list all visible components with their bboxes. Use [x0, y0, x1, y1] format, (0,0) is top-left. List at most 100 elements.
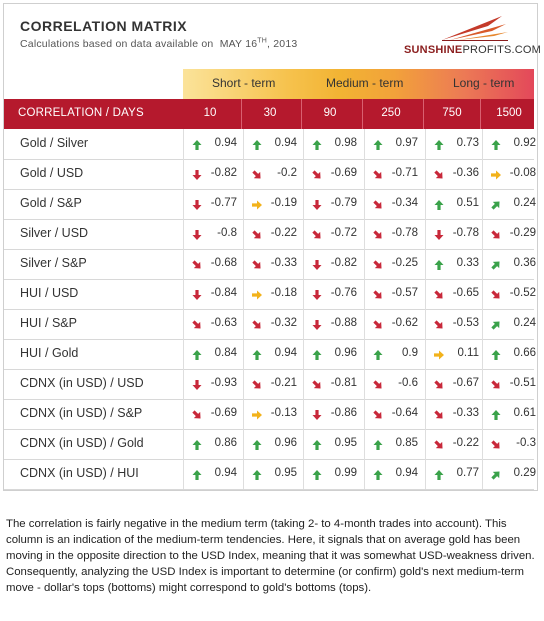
- cell-divider: [243, 369, 244, 399]
- arrow-down-right-icon: [191, 318, 203, 330]
- arrow-down-icon: [191, 288, 203, 300]
- correlation-value: -0.69: [330, 167, 357, 179]
- correlation-cell: -0.93: [185, 369, 243, 399]
- correlation-value: -0.6: [398, 377, 418, 389]
- table-row: CDNX (in USD) / USD -0.93 -0.21 -0.81 -0.6 -0…: [4, 369, 536, 400]
- cell-divider: [243, 129, 244, 159]
- correlation-cell: 0.33: [427, 249, 485, 279]
- table-row: Silver / S&P -0.68 -0.33 -0.82 -0.25 0.33 0.36: [4, 249, 536, 280]
- correlation-value: -0.81: [330, 377, 357, 389]
- arrow-down-right-icon: [372, 258, 384, 270]
- correlation-value: 0.66: [513, 347, 536, 359]
- table-row: CDNX (in USD) / Gold 0.86 0.96 0.95 0.85 -0.2…: [4, 429, 536, 460]
- correlation-value: -0.84: [210, 287, 237, 299]
- cell-divider: [425, 249, 426, 279]
- arrow-down-icon: [191, 228, 203, 240]
- correlation-cell: -0.68: [185, 249, 243, 279]
- sun-rays-icon: [442, 16, 508, 41]
- correlation-cell: 0.84: [185, 339, 243, 369]
- correlation-value: -0.36: [452, 167, 479, 179]
- correlation-value: -0.78: [391, 227, 418, 239]
- arrow-up-icon: [191, 438, 203, 450]
- correlation-cell: 0.98: [305, 129, 363, 159]
- correlation-cell: -0.18: [245, 279, 303, 309]
- cell-divider: [364, 129, 365, 159]
- correlation-value: -0.69: [210, 407, 237, 419]
- arrow-down-icon: [191, 378, 203, 390]
- correlation-value: -0.29: [509, 227, 536, 239]
- column-header-1500: 1500: [496, 107, 522, 119]
- sunshine-profits-logo[interactable]: SUNSHINEPROFITS.COM: [402, 10, 541, 60]
- arrow-down-right-icon: [251, 228, 263, 240]
- row-label: Gold / USD: [20, 166, 84, 180]
- cell-divider: [183, 309, 184, 339]
- arrow-up-icon: [311, 138, 323, 150]
- column-header-750: 750: [442, 107, 462, 119]
- cell-divider: [425, 129, 426, 159]
- arrow-down-right-icon: [433, 438, 445, 450]
- arrow-up-icon: [490, 348, 502, 360]
- row-label: Silver / S&P: [20, 256, 87, 270]
- correlation-value: 0.24: [513, 317, 536, 329]
- table-row: CDNX (in USD) / S&P -0.69 -0.13 -0.86 -0.64 -…: [4, 399, 536, 430]
- correlation-value: -0.67: [452, 377, 479, 389]
- arrow-down-right-icon: [311, 168, 323, 180]
- cell-divider: [482, 189, 483, 219]
- correlation-value: -0.18: [270, 287, 297, 299]
- correlation-value: -0.71: [391, 167, 418, 179]
- cell-divider: [303, 339, 304, 369]
- correlation-value: -0.33: [270, 257, 297, 269]
- cell-divider: [425, 219, 426, 249]
- correlation-value: -0.3: [516, 437, 536, 449]
- arrow-right-icon: [251, 408, 263, 420]
- arrow-up-icon: [372, 438, 384, 450]
- arrow-up-icon: [433, 258, 445, 270]
- correlation-value: 0.97: [395, 137, 418, 149]
- correlation-cell: 0.96: [245, 429, 303, 459]
- correlation-cell: -0.57: [366, 279, 424, 309]
- correlation-cell: -0.22: [245, 219, 303, 249]
- cell-divider: [183, 429, 184, 459]
- arrow-up-icon: [251, 138, 263, 150]
- correlation-cell: 0.66: [484, 339, 542, 369]
- arrow-up-right-icon: [490, 258, 502, 270]
- arrow-down-right-icon: [490, 438, 502, 450]
- arrow-up-right-icon: [490, 468, 502, 480]
- logo-text: SUNSHINEPROFITS.COM: [404, 44, 541, 56]
- cell-divider: [364, 399, 365, 429]
- arrow-down-icon: [311, 198, 323, 210]
- correlation-value: 0.85: [395, 437, 418, 449]
- correlation-value: 0.61: [513, 407, 536, 419]
- correlation-cell: 0.92: [484, 129, 542, 159]
- arrow-up-icon: [311, 468, 323, 480]
- correlation-cell: 0.24: [484, 189, 542, 219]
- cell-divider: [425, 459, 426, 489]
- correlation-value: -0.77: [210, 197, 237, 209]
- correlation-cell: -0.81: [305, 369, 363, 399]
- row-label: CDNX (in USD) / HUI: [20, 466, 139, 480]
- arrow-down-right-icon: [372, 168, 384, 180]
- arrow-up-icon: [251, 438, 263, 450]
- correlation-value: 0.94: [274, 137, 297, 149]
- cell-divider: [425, 189, 426, 219]
- correlation-cell: -0.25: [366, 249, 424, 279]
- correlation-value: -0.22: [452, 437, 479, 449]
- correlation-cell: -0.6: [366, 369, 424, 399]
- correlation-cell: 0.9: [366, 339, 424, 369]
- correlation-value: -0.22: [270, 227, 297, 239]
- correlation-value: -0.21: [270, 377, 297, 389]
- correlation-cell: 0.77: [427, 459, 485, 489]
- arrow-down-right-icon: [490, 288, 502, 300]
- arrow-down-icon: [311, 288, 323, 300]
- correlation-cell: 0.96: [305, 339, 363, 369]
- correlation-value: -0.78: [452, 227, 479, 239]
- cell-divider: [425, 369, 426, 399]
- arrow-down-right-icon: [251, 258, 263, 270]
- arrow-right-icon: [490, 168, 502, 180]
- cell-divider: [425, 399, 426, 429]
- cell-divider: [303, 279, 304, 309]
- cell-divider: [425, 429, 426, 459]
- cell-divider: [303, 399, 304, 429]
- correlation-cell: 0.94: [185, 129, 243, 159]
- arrow-down-icon: [433, 228, 445, 240]
